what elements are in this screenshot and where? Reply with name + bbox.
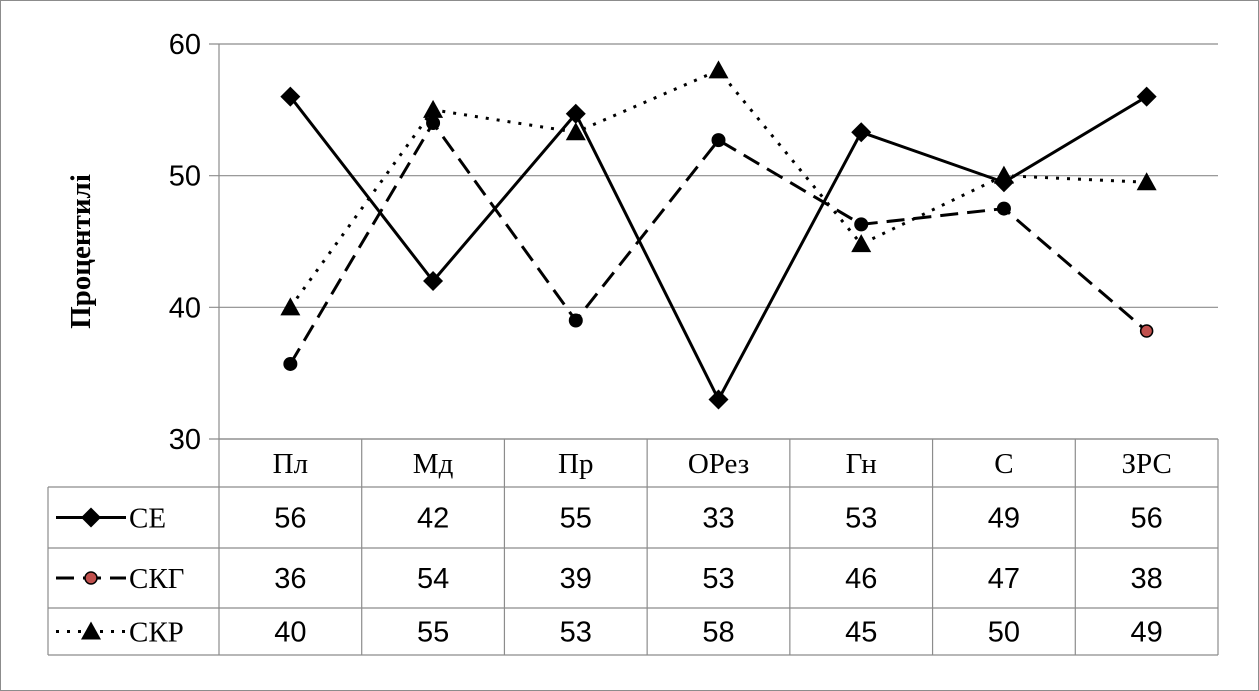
series-3-point-3 [565,122,586,141]
series-2-point-3 [568,313,583,328]
series-3-point-6 [993,165,1014,184]
value-cell-1-7: 56 [1131,503,1163,535]
category-label-4: ОРез [688,448,749,480]
value-cell-3-6: 50 [988,617,1020,649]
category-label-1: Пл [273,448,308,480]
series-1-point-4 [708,389,729,410]
legend-label-2: СКГ [129,563,184,595]
value-cell-1-4: 33 [702,503,734,535]
series-3-point-5 [851,234,872,253]
series-3-point-4 [708,60,729,79]
category-label-3: Пр [558,448,593,480]
series-3-point-1 [280,297,301,316]
series-1-point-3 [565,103,586,124]
legend-key-marker-1 [81,507,101,528]
series-2-point-1 [283,356,298,371]
y-tick-label-50: 50 [169,161,201,193]
category-label-6: С [994,448,1013,480]
value-cell-3-2: 55 [417,617,449,649]
category-label-2: Мд [413,448,454,480]
value-cell-2-6: 47 [988,563,1020,595]
series-1-point-5 [851,122,872,143]
legend-label-3: СКР [129,617,184,649]
legend-key-marker-3 [81,621,101,640]
series-line-2 [289,121,1148,365]
series-2-point-4 [711,133,726,148]
y-tick-label-60: 60 [169,29,201,61]
category-label-5: Гн [846,448,877,480]
value-cell-2-3: 39 [560,563,592,595]
series-line-3 [289,68,1147,309]
value-cell-2-2: 54 [417,563,449,595]
series-2-point-5 [854,217,869,232]
series-1-point-2 [423,271,444,291]
value-cell-2-5: 46 [845,563,877,595]
y-axis-label: Процентилі [65,174,97,329]
value-cell-1-3: 55 [560,503,592,535]
series-3-point-7 [1136,172,1157,191]
value-cell-3-7: 49 [1131,617,1163,649]
series-2-point-7 [1139,324,1154,338]
y-tick-label-30: 30 [169,424,201,456]
value-cell-1-6: 49 [988,503,1020,535]
value-cell-1-5: 53 [845,503,877,535]
value-cell-3-4: 58 [702,617,734,649]
series-1-point-7 [1136,86,1157,107]
series-3-point-2 [423,99,444,118]
y-tick-label-40: 40 [169,292,201,324]
series-2-point-6 [996,201,1011,216]
legend-key-marker-2 [84,571,98,585]
series-1-point-1 [280,86,301,107]
value-cell-3-1: 40 [274,617,306,649]
legend-label-1: СЕ [129,503,166,535]
series-2-point-2 [426,116,441,130]
value-cell-1-2: 42 [417,503,449,535]
category-label-7: ЗРС [1121,448,1171,480]
value-cell-2-1: 36 [274,563,306,595]
value-cell-2-7: 38 [1131,563,1163,595]
value-cell-3-5: 45 [845,617,877,649]
value-cell-2-4: 53 [702,563,734,595]
value-cell-1-1: 56 [274,503,306,535]
value-cell-3-3: 53 [560,617,592,649]
